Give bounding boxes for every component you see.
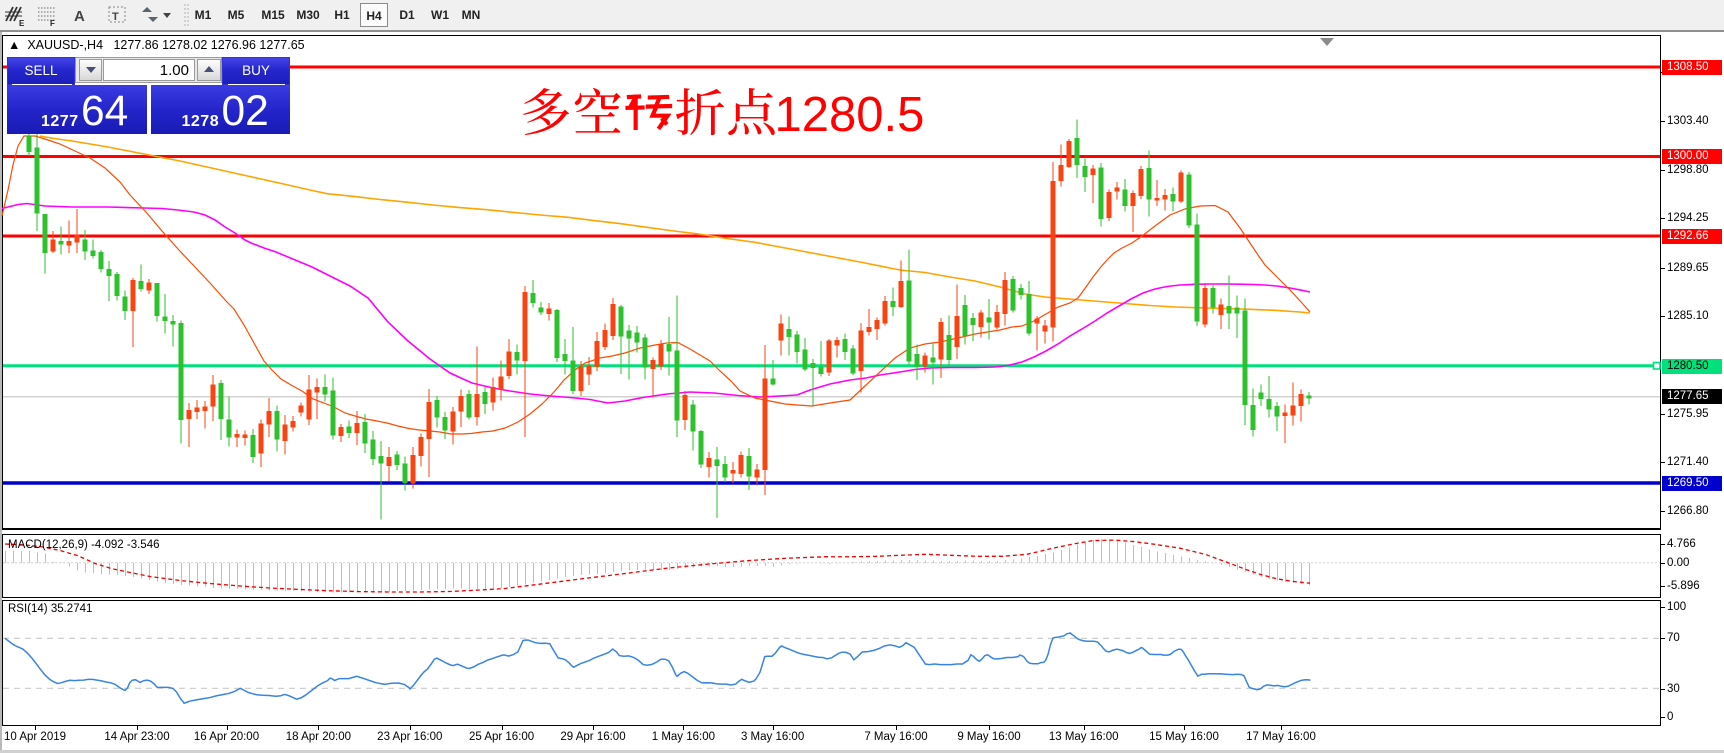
svg-text:T: T <box>112 11 119 23</box>
svg-text:F: F <box>50 19 55 28</box>
svg-text:E: E <box>19 19 25 28</box>
svg-text:1280.5: 1280.5 <box>775 88 925 142</box>
svg-text:A: A <box>74 8 85 25</box>
